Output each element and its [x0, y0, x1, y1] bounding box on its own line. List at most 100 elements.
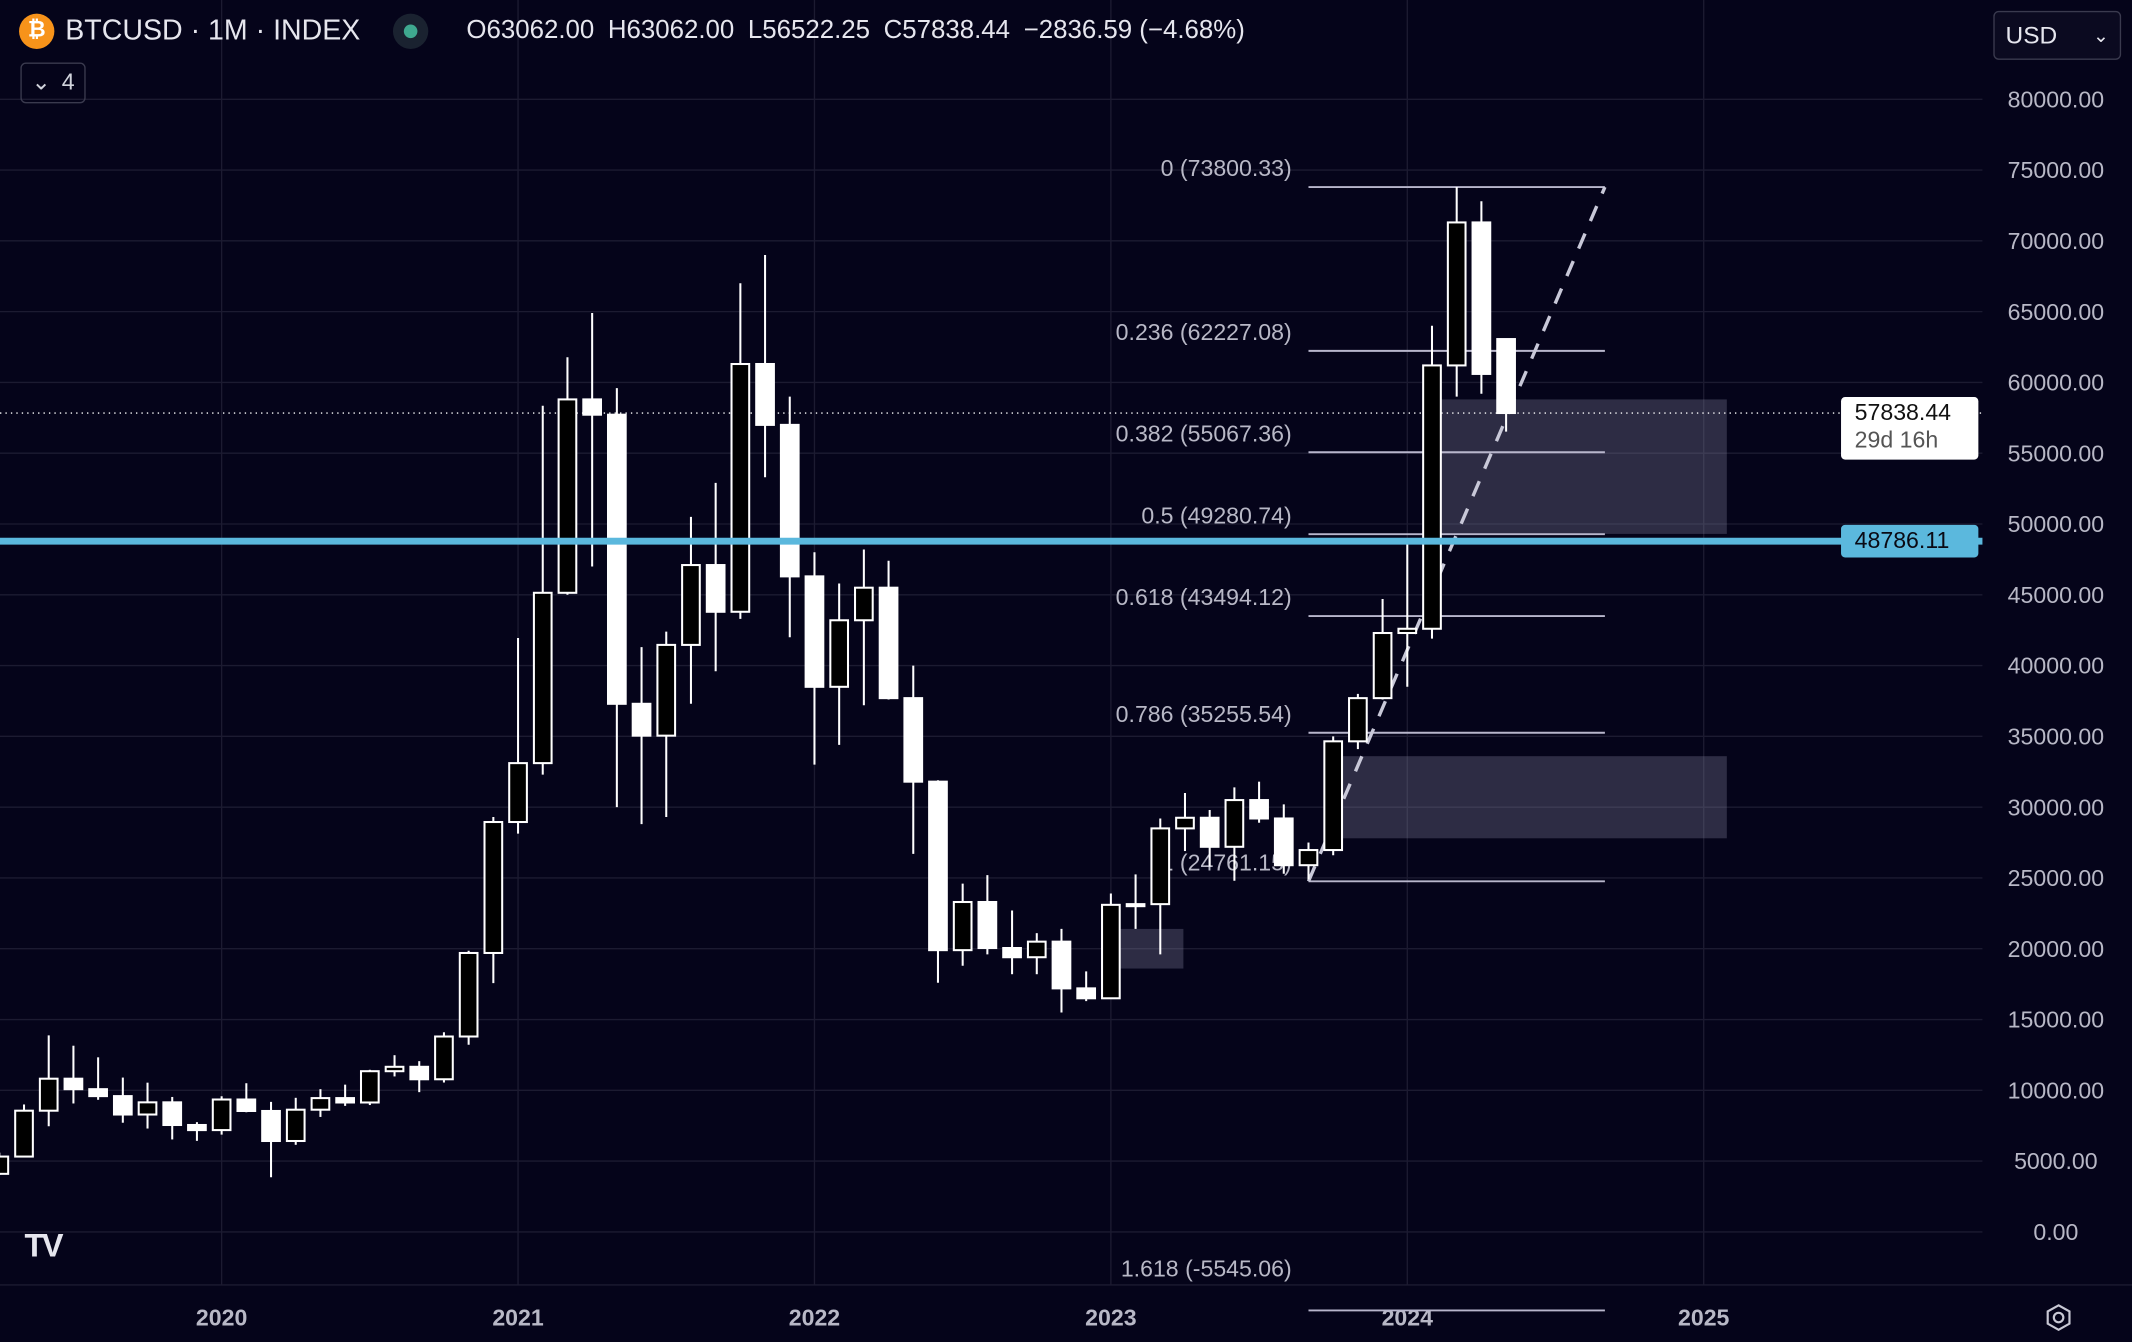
candle: [310, 1089, 331, 1117]
currency-select[interactable]: USD ⌄: [1993, 10, 2122, 60]
horizontal-line-price-tag[interactable]: 48786.11: [1841, 524, 1979, 558]
candle: [211, 1096, 232, 1135]
candle-body: [1101, 903, 1121, 1000]
candle: [38, 1035, 59, 1127]
candle-body: [1076, 987, 1097, 1000]
candle-body: [952, 900, 973, 952]
symbol-title[interactable]: BTCUSD · 1M · INDEX: [65, 14, 361, 47]
candle: [409, 1061, 430, 1093]
candle: [1101, 893, 1121, 1000]
tradingview-logo[interactable]: TV: [24, 1227, 63, 1265]
candle-body: [1026, 940, 1047, 959]
settings-icon[interactable]: [2044, 1303, 2074, 1333]
candle: [112, 1077, 133, 1123]
candle: [285, 1097, 306, 1145]
candle-body: [285, 1108, 306, 1143]
candle: [187, 1122, 207, 1141]
indicator-count: 4: [61, 69, 75, 96]
candle: [1471, 201, 1492, 394]
candle-body: [1446, 221, 1467, 367]
x-tick-label: 2023: [1085, 1305, 1137, 1331]
candle: [137, 1082, 158, 1129]
candle-body: [458, 951, 479, 1038]
y-tick-label: 55000.00: [2008, 440, 2104, 466]
candle-body: [88, 1088, 108, 1098]
chevron-down-icon: ⌄: [2092, 23, 2109, 46]
candle: [631, 647, 652, 825]
last-price-tag: 57838.44 29d 16h: [1841, 397, 1979, 460]
x-tick-label: 2020: [196, 1305, 247, 1331]
candle-body: [1125, 903, 1146, 908]
candle-body: [928, 780, 948, 952]
y-tick-label: 45000.00: [2008, 582, 2104, 608]
candle: [1125, 874, 1146, 929]
candle: [903, 665, 924, 854]
candle: [977, 875, 998, 955]
candle-body: [384, 1065, 405, 1073]
currency-label: USD: [2005, 21, 2058, 49]
y-tick-label: 65000.00: [2008, 299, 2104, 325]
candle-body: [1273, 817, 1294, 867]
candle: [162, 1096, 183, 1140]
candle-body: [656, 643, 677, 737]
candle-body: [730, 362, 751, 613]
candle-body: [606, 413, 627, 705]
candle-body: [14, 1109, 34, 1158]
candle: [1446, 187, 1467, 397]
ohlc-values: O63062.00 H63062.00 L56522.25 C57838.44 …: [466, 16, 1244, 46]
candle-body: [409, 1065, 430, 1081]
candle-body: [63, 1077, 84, 1091]
candle: [582, 313, 603, 567]
market-status-icon[interactable]: [392, 13, 429, 49]
candle: [1002, 910, 1022, 975]
candle: [1298, 842, 1319, 880]
candle: [88, 1057, 108, 1100]
candle-body: [335, 1097, 355, 1104]
collapse-indicators-button[interactable]: ⌄ 4: [20, 62, 86, 104]
fib-level-label: 0.786 (35255.54): [1116, 701, 1292, 727]
x-tick-label: 2022: [789, 1305, 840, 1331]
candle-body: [1175, 816, 1195, 830]
candle-body: [310, 1097, 331, 1111]
y-tick-label: 70000.00: [2008, 228, 2104, 254]
candle-body: [854, 586, 874, 622]
candle: [1348, 693, 1368, 750]
x-tick-label: 2021: [492, 1305, 544, 1331]
chevron-down-icon: ⌄: [31, 69, 51, 96]
candle-body: [1199, 816, 1220, 848]
candle-body: [977, 900, 998, 950]
y-tick-label: 75000.00: [2008, 157, 2104, 183]
candle-body: [38, 1077, 59, 1112]
candle: [1249, 781, 1269, 823]
candle: [1175, 792, 1195, 852]
candle: [730, 283, 751, 619]
candle: [804, 552, 825, 765]
fib-level-label: 0 (73800.33): [1161, 155, 1292, 181]
candle: [1422, 325, 1442, 639]
candle: [1224, 787, 1245, 881]
candle: [952, 883, 973, 966]
candle-body: [137, 1101, 158, 1116]
last-price: 57838.44: [1854, 399, 1952, 426]
candle-body: [779, 423, 800, 578]
candle: [434, 1032, 454, 1083]
y-tick-label: 10000.00: [2008, 1077, 2104, 1103]
low-value: L56522.25: [747, 16, 871, 45]
bar-countdown: 29d 16h: [1854, 426, 1939, 453]
x-tick-label: 2024: [1382, 1305, 1434, 1331]
candle-body: [508, 762, 528, 824]
candle-body: [1372, 631, 1393, 700]
candle: [14, 1104, 34, 1158]
candle-body: [582, 398, 603, 416]
y-tick-label: 20000.00: [2008, 936, 2104, 962]
bitcoin-icon: ₿: [19, 13, 55, 49]
candle-body: [1249, 799, 1269, 820]
candle: [0, 1152, 10, 1175]
candle-body: [112, 1095, 133, 1116]
fib-trend-line: [1306, 186, 1607, 882]
candle: [483, 817, 504, 984]
y-tick-label: 35000.00: [2008, 724, 2104, 750]
candle-body: [532, 591, 553, 765]
